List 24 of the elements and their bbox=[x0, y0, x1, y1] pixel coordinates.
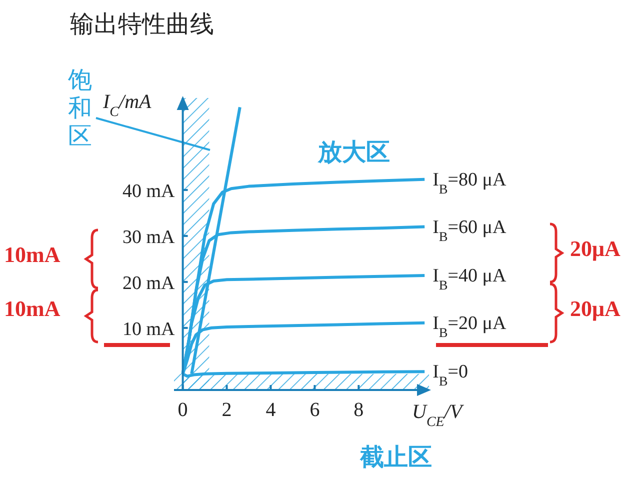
chart-title: 输出特性曲线 bbox=[70, 10, 214, 38]
x-tick-label: 2 bbox=[222, 399, 232, 421]
series-label: I$_{B}$=40 μA bbox=[432, 266, 506, 292]
series-label: I$_{B}$=20 μA bbox=[432, 312, 506, 340]
x-tick-label: 6 bbox=[310, 399, 320, 421]
band-label: 截止区 bbox=[359, 443, 432, 471]
annotation: 放大区 bbox=[317, 138, 390, 166]
series-label: I$_{B}$=80 μA bbox=[432, 169, 506, 196]
x-tick-label: 8 bbox=[354, 399, 364, 421]
y-axis-title: I$_{C}$/mA bbox=[102, 91, 152, 120]
text: 20μA bbox=[570, 236, 620, 261]
y-tick-label: 10 mA bbox=[122, 318, 176, 340]
x-tick-label: 0 bbox=[178, 399, 188, 421]
series-label: I$_{B}$=0 bbox=[432, 362, 468, 388]
text: 10mA bbox=[4, 242, 60, 267]
series-label: I$_{B}$=60 μA bbox=[432, 216, 506, 244]
y-tick-label: 30 mA bbox=[122, 226, 176, 248]
y-tick-label: 20 mA bbox=[122, 272, 176, 294]
x-axis-title: U$_{CE}$/V bbox=[412, 401, 465, 430]
y-tick-label: 40 mA bbox=[122, 180, 176, 202]
text: 20μA bbox=[570, 296, 620, 321]
band-label: 饱和区 bbox=[67, 66, 92, 150]
x-tick-label: 4 bbox=[266, 399, 276, 421]
text: 10mA bbox=[4, 296, 60, 321]
